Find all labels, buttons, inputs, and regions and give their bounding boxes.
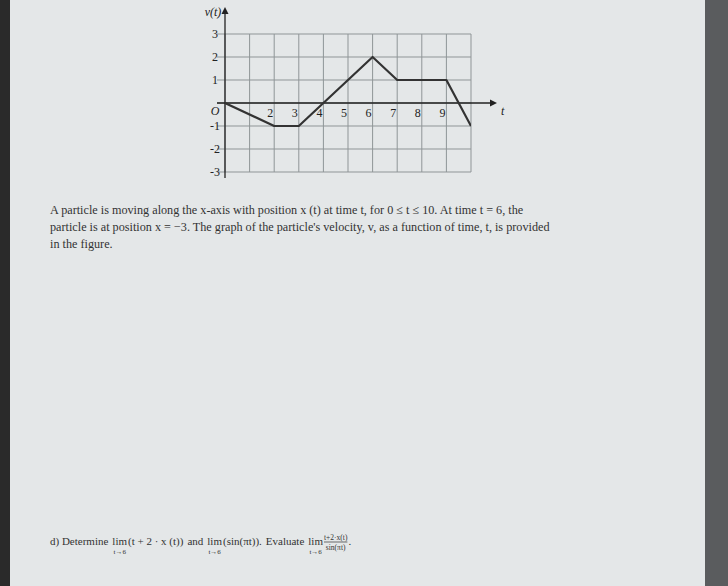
question-expression: (sin(πt)). — [223, 535, 262, 548]
description-line: A particle is moving along the x-axis wi… — [50, 203, 523, 217]
x-tick-label: 3 — [292, 106, 298, 120]
velocity-line — [225, 57, 471, 126]
y-tick-label: O — [211, 104, 220, 118]
y-axis-arrow — [222, 7, 229, 14]
y-tick-label: 1 — [212, 73, 218, 87]
screen-edge — [705, 0, 728, 586]
grid-line — [217, 57, 471, 58]
y-tick-label: -3 — [210, 165, 220, 179]
question-expression: (t + 2 · x (t)) — [128, 535, 184, 548]
page: 23456789-3-2-1O123v(t)tA particle is mov… — [0, 0, 728, 586]
fraction-bar — [324, 542, 347, 543]
limit-approach: t→6 — [208, 548, 221, 556]
y-tick-label: 2 — [212, 50, 218, 64]
x-tick-label: 8 — [415, 106, 421, 120]
question-text: and — [187, 535, 203, 547]
limit-approach: t→6 — [113, 548, 126, 556]
grid-line — [217, 126, 471, 127]
limit-word: lim — [308, 535, 323, 547]
description-line: particle is at position x = −3. The grap… — [50, 220, 549, 234]
question-label: d) Determine — [50, 535, 108, 548]
limit-word: lim — [112, 535, 127, 547]
limit-approach: t→6 — [309, 548, 322, 556]
x-tick-label: 5 — [341, 106, 347, 120]
x-axis — [217, 102, 490, 103]
y-tick-label: 3 — [212, 27, 218, 41]
fraction-denominator: sin(πt) — [326, 543, 346, 552]
y-axis — [224, 14, 225, 178]
limit-word: lim — [207, 535, 222, 547]
background — [0, 0, 728, 586]
x-tick-label: 2 — [267, 106, 273, 120]
plot-area — [225, 57, 471, 126]
fraction-numerator: t+2·x(t) — [324, 533, 348, 542]
y-axis-label: v(t) — [205, 5, 222, 19]
description-line: in the figure. — [50, 237, 113, 251]
y-tick-label: -2 — [210, 142, 220, 156]
question-text: . — [348, 535, 351, 547]
grid-line — [217, 172, 471, 173]
question-text: Evaluate — [266, 535, 305, 547]
x-axis-arrow — [490, 100, 497, 107]
x-tick-label: 7 — [390, 106, 396, 120]
grid-line — [217, 34, 471, 35]
x-tick-label: 6 — [366, 106, 372, 120]
screen-edge — [0, 0, 10, 586]
grid-line — [217, 149, 471, 150]
y-tick-label: -1 — [210, 119, 220, 133]
x-axis-label: t — [501, 104, 505, 118]
x-tick-label: 9 — [439, 106, 445, 120]
